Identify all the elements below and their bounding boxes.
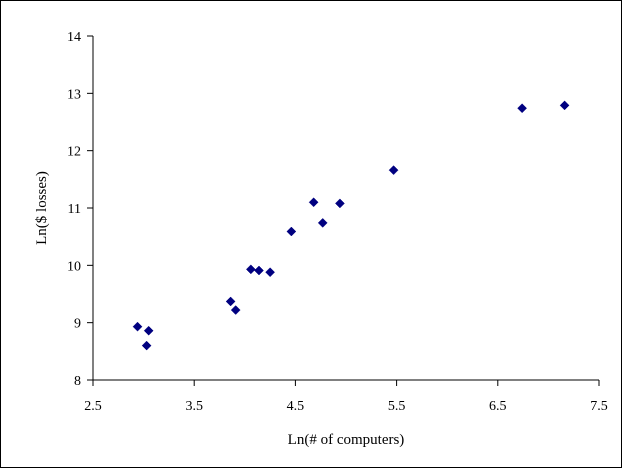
y-ticks: 8 9 10 11 12 13 14 [67, 30, 93, 389]
data-point [230, 305, 241, 315]
x-tick-label: 6.5 [489, 399, 507, 414]
y-tick-label: 9 [74, 317, 81, 332]
data-point [317, 218, 328, 228]
data-point [517, 103, 527, 114]
data-point [143, 325, 154, 336]
x-tick-label: 2.5 [84, 399, 102, 414]
y-tick-label: 13 [67, 87, 81, 102]
data-point [335, 198, 345, 209]
y-tick-label: 14 [67, 30, 81, 45]
data-point [308, 197, 319, 208]
y-axis-title: Ln($ losses) [34, 171, 50, 245]
x-tick-label: 4.5 [287, 399, 305, 414]
y-tick-label: 10 [67, 259, 81, 274]
data-points [132, 100, 570, 351]
data-point [141, 340, 152, 351]
x-tick-label: 7.5 [590, 399, 608, 414]
x-tick-label: 3.5 [185, 399, 203, 414]
data-point [225, 296, 236, 307]
data-point [132, 321, 143, 332]
data-point [286, 226, 297, 237]
y-tick-label: 12 [67, 145, 81, 160]
data-point [246, 264, 256, 275]
data-point [559, 100, 570, 111]
x-ticks: 2.5 3.5 4.5 5.5 6.5 7.5 [84, 380, 608, 414]
y-tick-label: 8 [74, 374, 81, 389]
x-tick-label: 5.5 [388, 399, 406, 414]
y-tick-label: 11 [68, 202, 81, 217]
data-point [254, 265, 264, 276]
x-axis-title: Ln(# of computers) [288, 432, 405, 448]
data-point [265, 267, 275, 278]
data-point [388, 165, 399, 176]
